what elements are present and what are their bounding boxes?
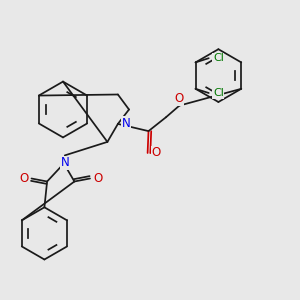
Text: N: N — [60, 156, 69, 170]
Text: O: O — [174, 92, 183, 106]
Text: Cl: Cl — [213, 88, 224, 98]
Text: N: N — [122, 117, 130, 130]
Text: Cl: Cl — [213, 53, 224, 63]
Text: O: O — [93, 172, 102, 185]
Text: O: O — [152, 146, 160, 160]
Text: O: O — [20, 172, 28, 185]
